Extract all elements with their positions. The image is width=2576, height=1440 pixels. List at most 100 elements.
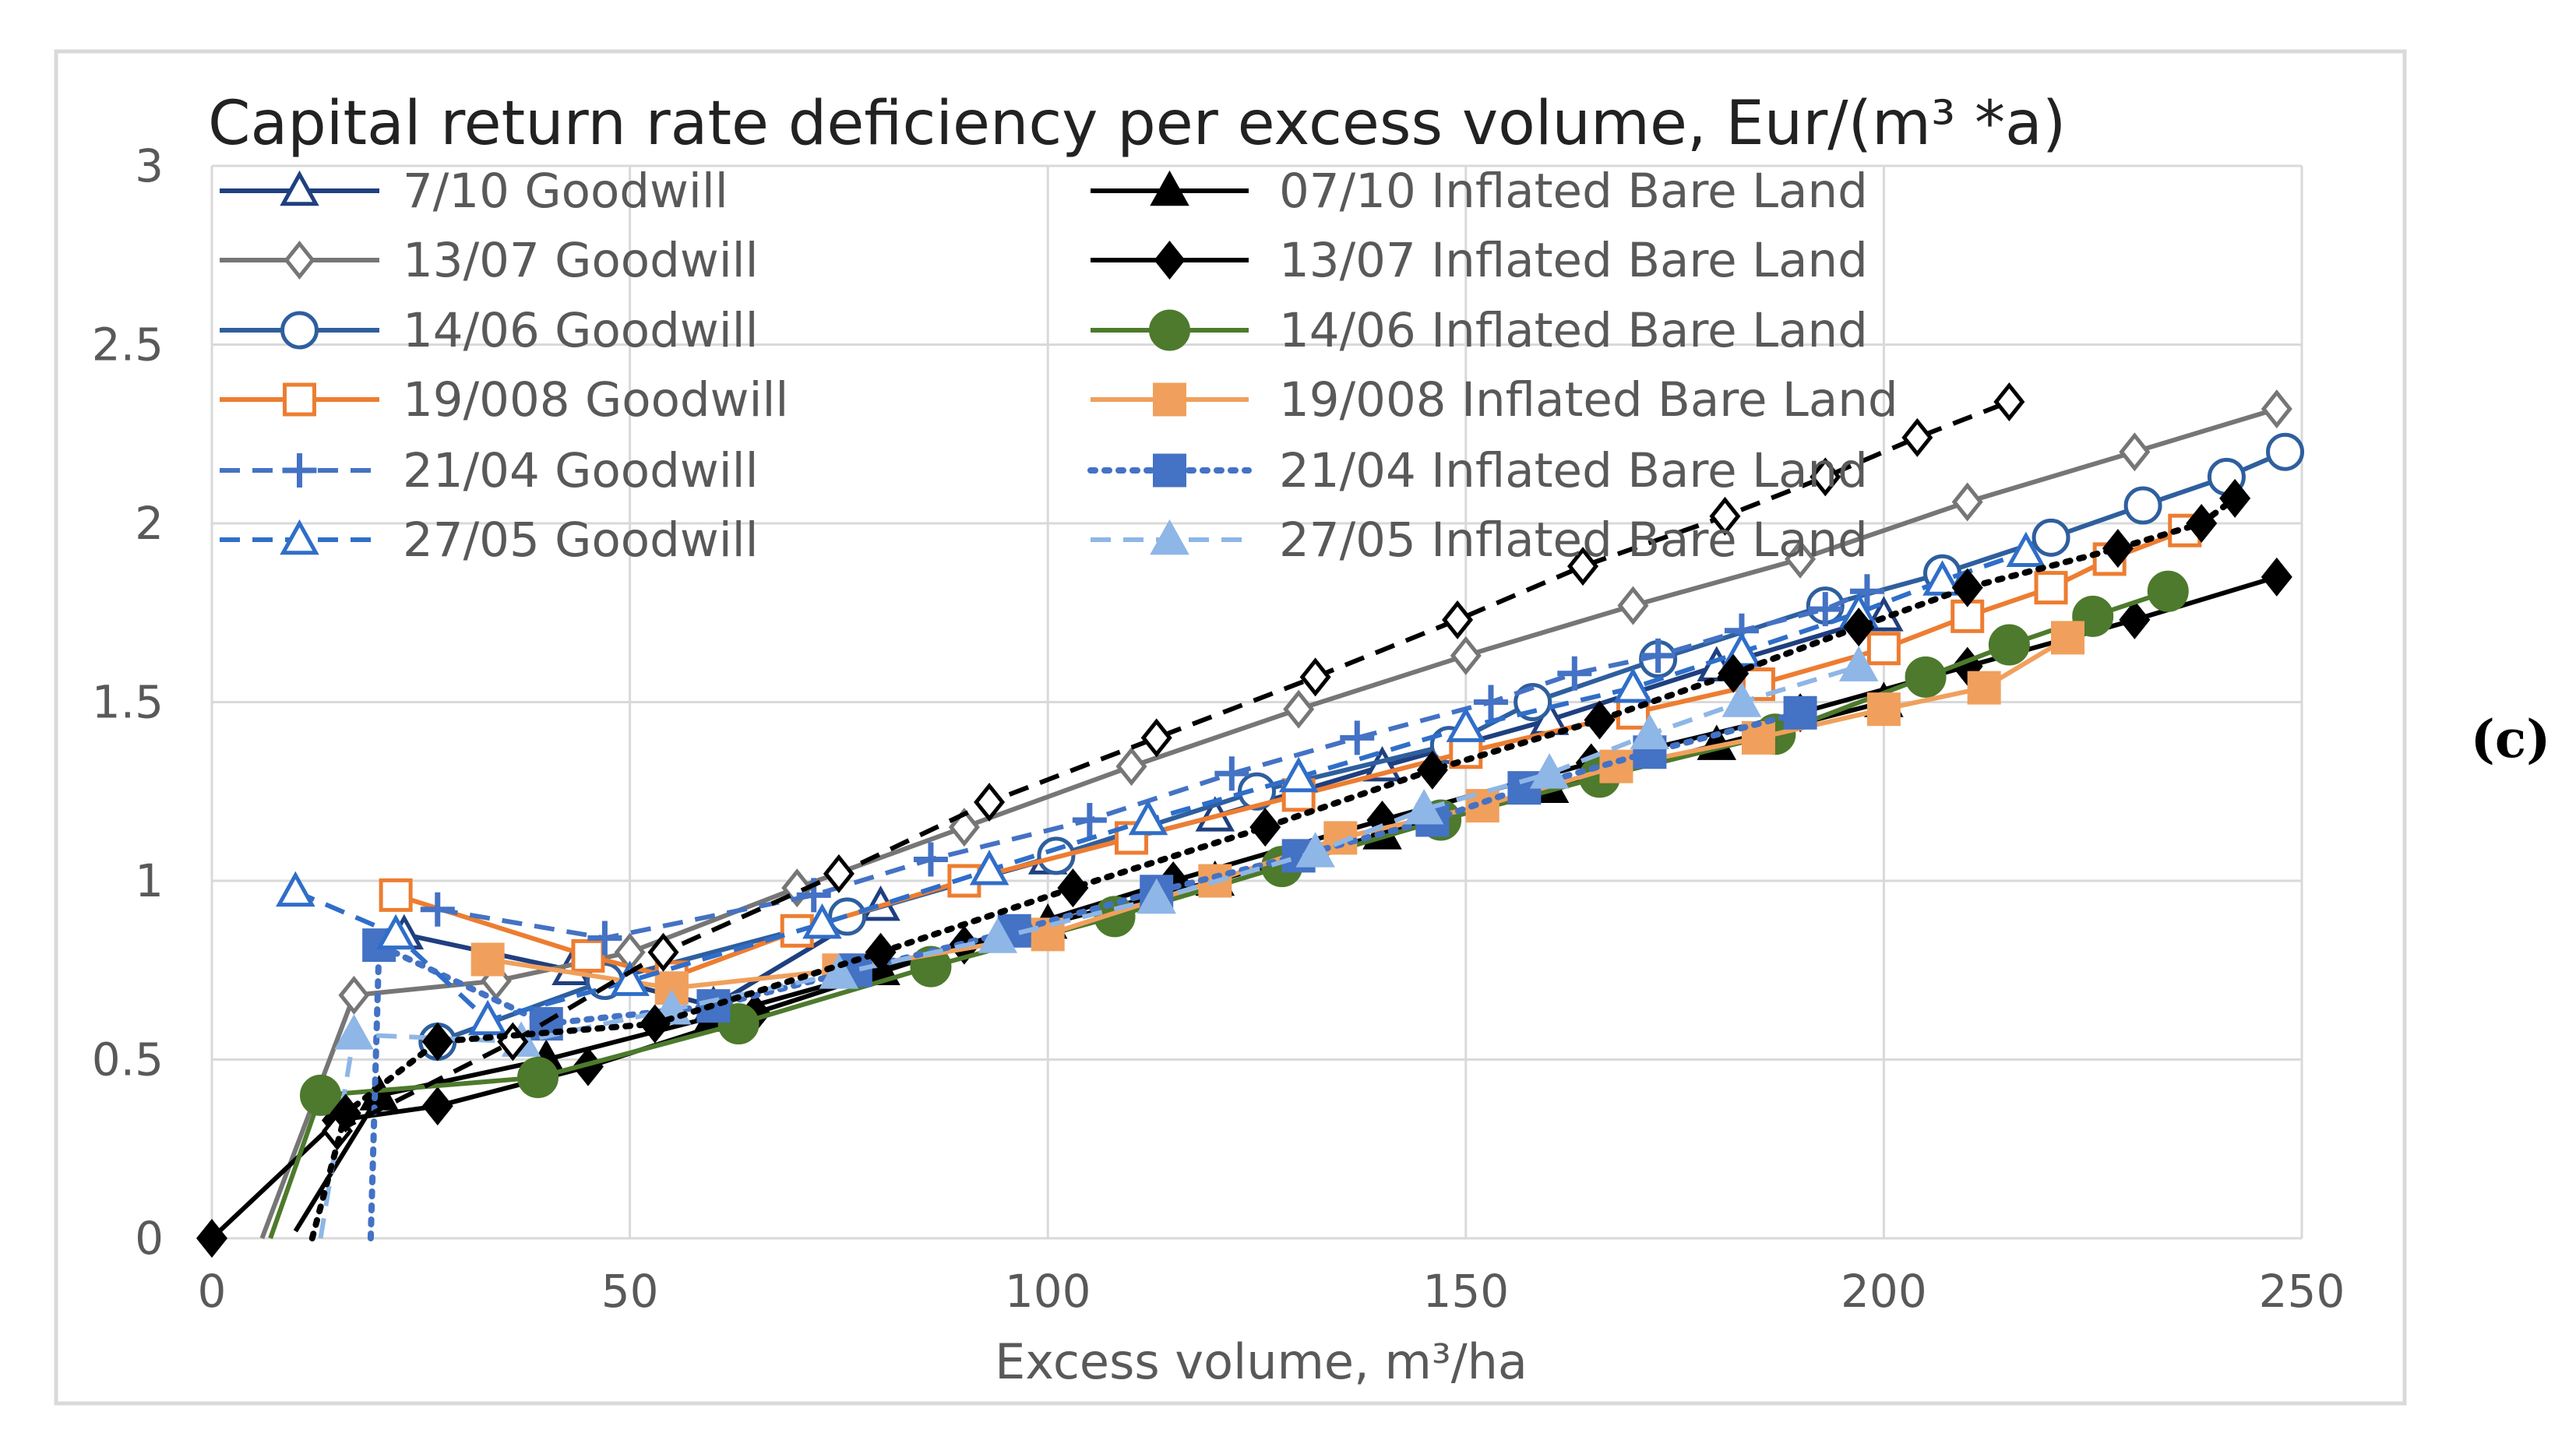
legend-label: 14/06 Inflated Bare Land — [1279, 303, 1868, 358]
data-point — [1721, 681, 1762, 717]
data-point — [1514, 683, 1552, 721]
data-point — [300, 1074, 342, 1116]
data-point — [1529, 753, 1570, 789]
data-point — [610, 960, 650, 996]
data-point — [1718, 653, 1750, 693]
legend-entry: 07/10 Inflated Bare Land — [1091, 164, 1868, 219]
data-point — [1416, 750, 1448, 790]
x-tick-label: 250 — [2259, 1265, 2345, 1318]
data-point — [571, 938, 605, 973]
legend-entry: 19/008 Inflated Bare Land — [1091, 372, 1898, 428]
y-tick-label: 2.5 — [92, 319, 164, 371]
legend-entry: 27/05 Goodwill — [220, 512, 759, 568]
data-point — [1299, 657, 1331, 697]
data-point — [969, 850, 1010, 885]
data-point — [2147, 570, 2189, 612]
data-point — [2102, 529, 2134, 569]
legend-label: 7/10 Goodwill — [403, 164, 728, 219]
data-point — [1849, 574, 1884, 609]
series-line — [294, 549, 2027, 1023]
legend-label: 19/008 Goodwill — [403, 372, 788, 428]
legend-label: 27/05 Goodwill — [403, 512, 759, 568]
data-point — [1295, 832, 1335, 868]
data-point — [1988, 624, 2030, 666]
data-point — [2034, 571, 2068, 605]
data-point — [2119, 600, 2151, 639]
legend-marker — [1154, 240, 1186, 280]
data-point — [639, 1004, 671, 1044]
data-point — [2261, 389, 2292, 429]
data-point — [1115, 747, 1147, 787]
data-point — [1599, 749, 1633, 783]
data-point — [1057, 868, 1089, 908]
data-point — [802, 903, 842, 939]
data-point — [1640, 638, 1676, 673]
legend-entry: 13/07 Inflated Bare Land — [1091, 233, 1868, 288]
data-point — [2123, 486, 2162, 525]
legend-marker — [280, 519, 319, 555]
legend-marker — [1153, 382, 1186, 417]
data-point — [196, 1218, 228, 1259]
data-point — [1249, 808, 1281, 847]
data-point — [2051, 621, 2085, 655]
legend-marker — [1153, 453, 1186, 488]
legend-marker — [283, 382, 316, 417]
data-point — [1584, 700, 1616, 740]
legend-marker — [282, 453, 317, 488]
data-point — [2006, 531, 2046, 568]
data-point — [2186, 503, 2218, 544]
data-point — [1474, 685, 1508, 720]
data-point — [517, 1056, 559, 1098]
data-point — [1442, 600, 1474, 639]
legend-marker — [280, 170, 319, 206]
legend-label: 21/04 Goodwill — [403, 443, 759, 498]
data-point — [1630, 713, 1670, 750]
legend-marker — [284, 240, 315, 280]
data-point — [819, 953, 859, 989]
data-point — [2032, 518, 2070, 557]
data-point — [1951, 568, 1983, 607]
data-point — [421, 1022, 453, 1062]
series-line — [259, 407, 2278, 1240]
series-group — [196, 382, 2305, 1259]
data-point — [1278, 756, 1319, 793]
data-point — [1340, 720, 1375, 755]
data-point — [2266, 432, 2305, 471]
data-point — [1785, 539, 1817, 579]
data-point — [647, 932, 679, 972]
data-point — [978, 917, 1018, 953]
data-point — [467, 999, 508, 1036]
data-point — [379, 878, 413, 912]
axis-ticks: 0 50 100 150 200 250 0 0.5 1 1.5 2 2.5 3 — [92, 139, 2345, 1318]
data-point — [1617, 586, 1649, 625]
data-point — [913, 842, 948, 877]
legend-entry: 13/07 Goodwill — [220, 233, 759, 288]
legend-label: 07/10 Inflated Bare Land — [1279, 164, 1868, 219]
data-point — [334, 1014, 374, 1050]
data-point — [1866, 632, 1901, 666]
data-point — [1808, 592, 1843, 627]
data-point — [587, 921, 622, 956]
data-point — [974, 783, 1006, 822]
gridlines — [210, 164, 2303, 1240]
legend: 7/10 Goodwill 07/10 Inflated Bare Land 13/… — [220, 164, 1898, 568]
x-tick-label: 0 — [198, 1265, 227, 1318]
legend-entry: 21/04 Inflated Bare Land — [1087, 443, 1868, 498]
data-point — [420, 892, 455, 927]
data-point — [1140, 718, 1172, 758]
data-point — [1136, 878, 1176, 914]
data-point — [329, 1093, 361, 1133]
chart-title: Capital return rate deficiency per exces… — [208, 89, 2066, 159]
legend-marker — [1149, 309, 1190, 351]
data-point — [1557, 656, 1592, 691]
y-tick-label: 0 — [135, 1212, 164, 1265]
data-point — [2261, 557, 2292, 597]
data-point — [1214, 756, 1249, 791]
legend-marker — [280, 311, 319, 350]
data-point — [1238, 772, 1276, 811]
legend-marker — [1150, 519, 1189, 555]
y-tick-label: 0.5 — [92, 1033, 164, 1086]
x-tick-label: 200 — [1841, 1265, 1927, 1318]
x-axis-title: Excess volume, m³/ha — [995, 1333, 1528, 1390]
